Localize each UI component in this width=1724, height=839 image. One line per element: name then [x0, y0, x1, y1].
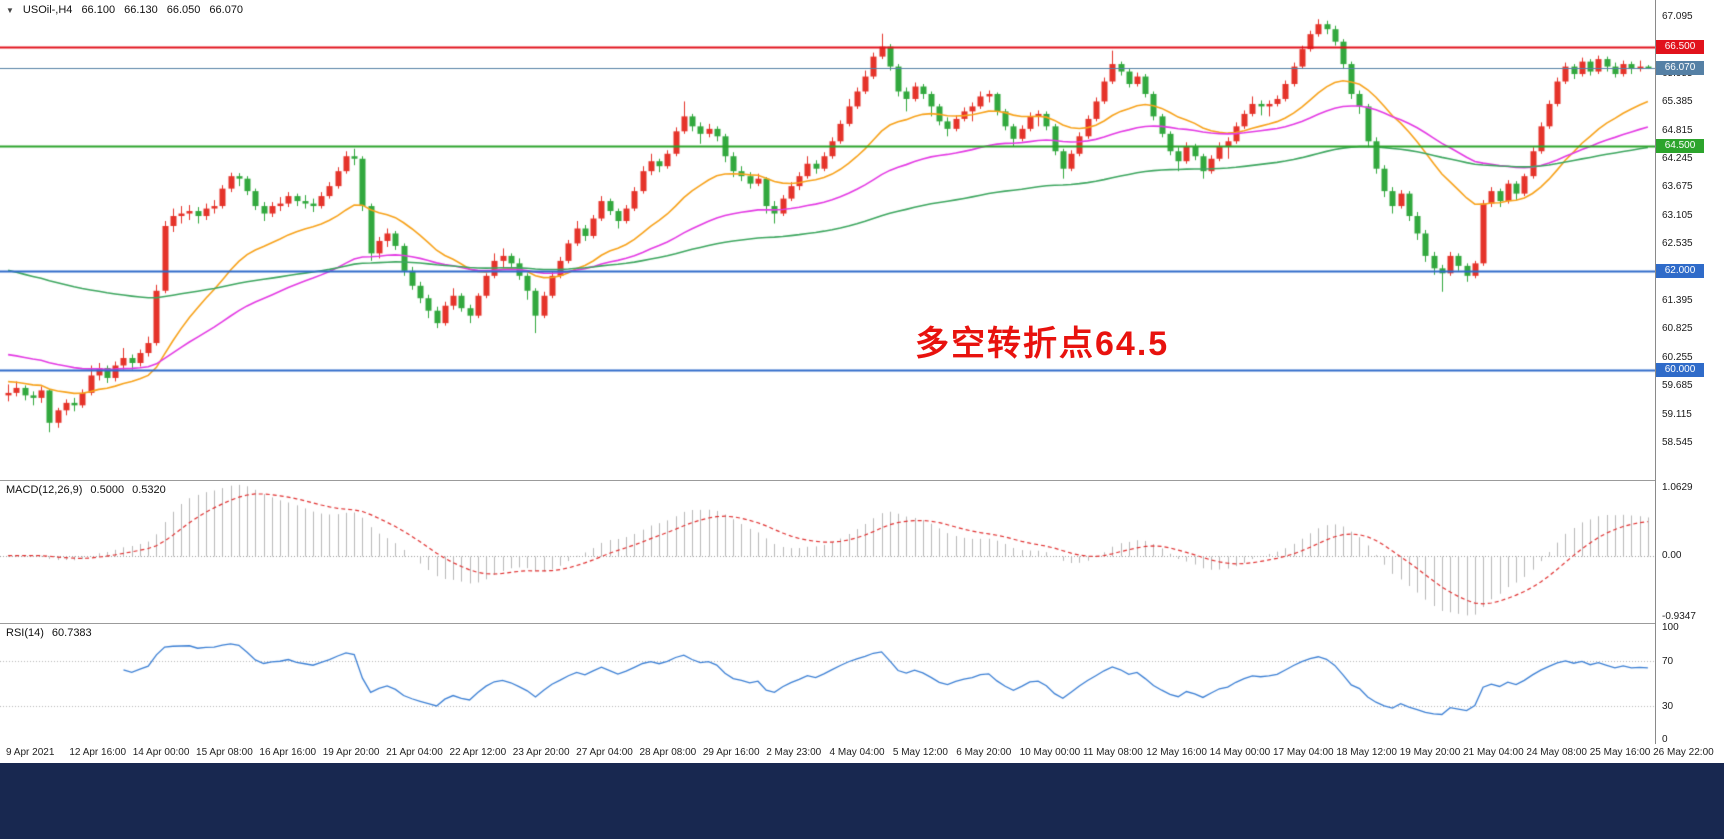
time-axis-label: 6 May 20:00	[956, 747, 1012, 758]
price-tick-label: 60.255	[1662, 351, 1693, 363]
time-axis-label: 28 Apr 08:00	[639, 747, 697, 758]
time-axis-label: 27 Apr 04:00	[576, 747, 633, 758]
price-tick-label: 59.685	[1662, 380, 1693, 392]
time-axis-label: 11 May 08:00	[1082, 747, 1143, 758]
price-tick-label: 64.245	[1662, 152, 1693, 164]
time-axis-label: 18 May 12:00	[1336, 747, 1397, 758]
candlestick-chart-canvas[interactable]	[0, 0, 1656, 480]
time-axis-label: 24 May 08:00	[1526, 747, 1587, 758]
rsi-name: RSI(14)	[6, 627, 44, 639]
price-axis-border	[1655, 0, 1656, 744]
macd-axis-max: 1.0629	[1662, 482, 1693, 493]
symbol-timeframe: USOil-,H4	[22, 4, 73, 16]
macd-signal-value: 0.5320	[132, 484, 166, 496]
time-axis-label: 16 Apr 16:00	[259, 747, 317, 758]
price-tick-label: 65.385	[1662, 96, 1693, 108]
macd-value: 0.5000	[90, 484, 125, 496]
macd-name: MACD(12,26,9)	[6, 484, 83, 496]
time-axis-label: 19 May 20:00	[1399, 747, 1461, 758]
price-tick-label: 64.815	[1662, 124, 1693, 136]
window-footer	[0, 763, 1724, 839]
price-tick-label: 61.395	[1662, 294, 1693, 306]
time-axis-label: 5 May 12:00	[892, 747, 948, 758]
price-tick-label: 63.105	[1662, 209, 1693, 221]
rsi-indicator-canvas[interactable]	[0, 623, 1656, 744]
price-level-badge: 62.000	[1656, 263, 1704, 278]
time-axis-label: 12 May 16:00	[1146, 747, 1207, 758]
quote-close: 66.070	[209, 4, 244, 16]
price-tick-label: 59.115	[1662, 408, 1692, 420]
time-axis-label: 17 May 04:00	[1273, 747, 1334, 758]
time-axis-label: 9 Apr 2021	[6, 747, 55, 758]
price-level-badge: 64.500	[1656, 139, 1704, 154]
price-level-badge: 60.000	[1656, 363, 1704, 378]
quote-open: 66.100	[81, 4, 116, 16]
rsi-indicator-label: RSI(14) 60.7383	[6, 627, 92, 639]
price-tick-label: 63.675	[1662, 181, 1693, 193]
macd-axis-min: -0.9347	[1662, 611, 1696, 622]
rsi-axis-70: 70	[1662, 656, 1674, 667]
time-axis-label: 23 Apr 20:00	[512, 747, 570, 758]
macd-axis-zero: 0.00	[1662, 550, 1682, 561]
price-tick-label: 62.535	[1662, 238, 1693, 250]
rsi-axis-30: 30	[1662, 701, 1674, 712]
price-level-badge: 66.070	[1656, 61, 1704, 76]
time-axis-label: 10 May 00:00	[1019, 747, 1081, 758]
time-axis-label: 12 Apr 16:00	[69, 747, 127, 758]
price-tick-label: 58.545	[1662, 436, 1693, 448]
price-tick-label: 67.095	[1662, 11, 1693, 22]
time-axis[interactable]: 9 Apr 2021 12 Apr 16:00 14 Apr 00:00 15 Apr…	[0, 744, 1724, 763]
time-axis-label: 15 Apr 08:00	[196, 747, 253, 758]
rsi-value: 60.7383	[51, 627, 92, 639]
time-axis-label: 22 Apr 12:00	[449, 747, 507, 758]
price-level-badge: 66.500	[1656, 39, 1704, 54]
pane-separator[interactable]	[0, 480, 1724, 481]
price-axis[interactable]: 67.09565.95565.38564.81564.24563.67563.1…	[1656, 0, 1724, 744]
time-axis-label: 29 Apr 16:00	[702, 747, 760, 758]
quote-high: 66.130	[124, 4, 158, 16]
time-axis-label: 21 Apr 04:00	[386, 747, 443, 758]
time-axis-label: 26 May 22:00	[1653, 747, 1714, 758]
time-axis-label: 21 May 04:00	[1463, 747, 1524, 758]
chart-header: ▼ USOil-,H4 66.100 66.130 66.050 66.070	[6, 4, 243, 16]
macd-indicator-label: MACD(12,26,9) 0.5000 0.5320	[6, 484, 166, 496]
time-axis-label: 19 Apr 20:00	[322, 747, 380, 758]
rsi-axis-0: 0	[1662, 734, 1668, 745]
collapse-triangle-icon[interactable]: ▼	[6, 5, 14, 15]
chart-annotation-text[interactable]: 多空转折点64.5	[915, 325, 1170, 363]
quote-low: 66.050	[166, 4, 201, 16]
price-tick-label: 60.825	[1662, 323, 1693, 335]
macd-indicator-canvas[interactable]	[0, 480, 1656, 623]
time-axis-label: 14 Apr 00:00	[132, 747, 190, 758]
time-axis-label: 25 May 16:00	[1589, 747, 1651, 758]
rsi-axis-100: 100	[1662, 622, 1679, 633]
time-axis-label: 2 May 23:00	[766, 747, 822, 758]
time-axis-label: 4 May 04:00	[829, 747, 885, 758]
pane-separator[interactable]	[0, 623, 1724, 624]
time-axis-label: 14 May 00:00	[1209, 747, 1271, 758]
